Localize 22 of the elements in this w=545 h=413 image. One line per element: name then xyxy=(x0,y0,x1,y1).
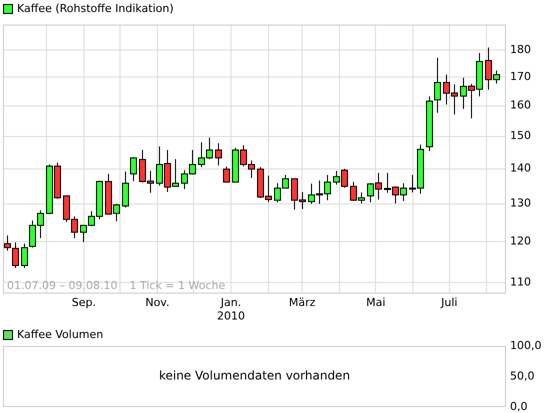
text: 0,0 xyxy=(510,400,528,413)
text: Kaffee Volumen xyxy=(17,328,104,341)
text: keine Volumendaten vorhanden xyxy=(158,368,350,383)
legend-label: Kaffee (Rohstoffe Indikation) xyxy=(17,2,174,15)
y-tick-label: 170 xyxy=(510,70,531,83)
x-tick-label: Nov. xyxy=(145,296,170,310)
y-tick-label: 180 xyxy=(510,42,531,56)
y-tick-label: 110 xyxy=(510,276,531,289)
y-tick-label: 150 xyxy=(510,129,531,142)
y-tick-label: 160 xyxy=(510,98,531,112)
y-tick-label: 140 xyxy=(510,162,531,175)
text: 100,0 xyxy=(510,338,542,352)
text: 50,0 xyxy=(510,369,534,382)
x-tick-label: Sep. xyxy=(72,296,96,310)
annotation: 1 Tick = 1 Woche xyxy=(129,278,226,292)
annotation: 01.07.09 – 09.08.10 xyxy=(7,278,118,292)
x-tick-label: Jan. 2010 xyxy=(216,296,245,322)
x-tick-label: März xyxy=(288,296,316,310)
y-tick-label: 120 xyxy=(510,234,531,248)
x-tick-label: Mai xyxy=(366,296,386,310)
y-tick-label: 130 xyxy=(510,196,531,210)
x-tick-label: Juli xyxy=(440,296,458,310)
